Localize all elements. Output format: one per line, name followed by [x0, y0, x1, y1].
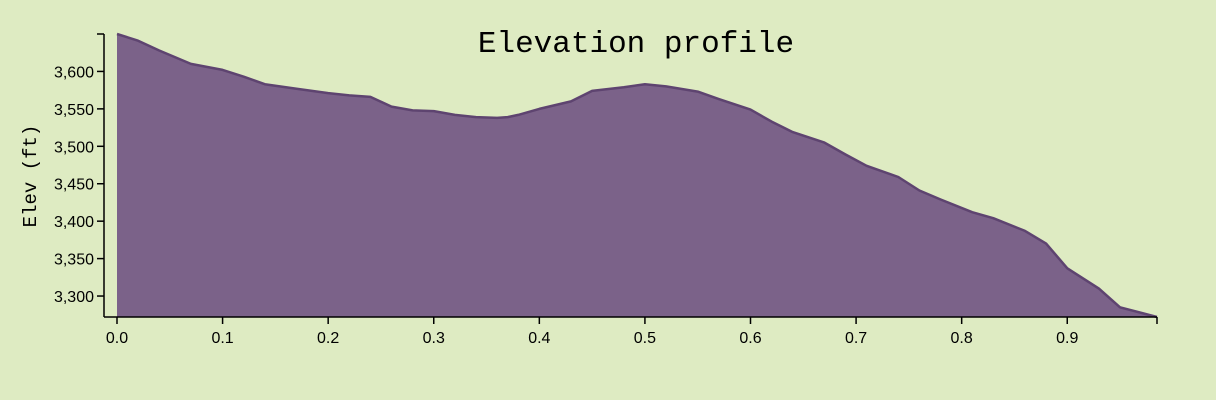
- y-tick-label: 3,300: [54, 289, 94, 306]
- x-tick-label: 0.4: [528, 330, 550, 347]
- y-tick-label: 3,350: [54, 252, 94, 269]
- elevation-line: [116, 32, 1158, 319]
- chart-title: Elevation profile: [478, 27, 794, 62]
- y-tick-label: 3,600: [54, 64, 94, 81]
- y-axis-label: Elev (ft): [20, 125, 42, 228]
- y-tick-label: 3,500: [54, 139, 94, 156]
- x-tick-label: 0.5: [634, 330, 656, 347]
- y-axis-ticks: 3,300 3,350 3,400 3,450 3,500 3,550 3,600: [54, 33, 104, 306]
- x-axis-ticks: 0.0 0.1 0.2 0.3 0.4 0.5 0.6 0.7 0.8 0.9: [106, 317, 1158, 347]
- x-tick-label: 0.9: [1056, 330, 1078, 347]
- x-tick-label: 0.7: [845, 330, 867, 347]
- y-tick-label: 3,550: [54, 102, 94, 119]
- plot-area: [116, 32, 1158, 319]
- x-tick-label: 0.1: [211, 330, 233, 347]
- y-tick-label: 3,450: [54, 177, 94, 194]
- x-tick-label: 0.0: [106, 330, 128, 347]
- axes: 0.0 0.1 0.2 0.3 0.4 0.5 0.6 0.7 0.8 0.9 3,300 3,35…: [54, 33, 1158, 347]
- y-tick-label: 3,400: [54, 214, 94, 231]
- x-tick-label: 0.8: [951, 330, 973, 347]
- x-tick-label: 0.2: [317, 330, 339, 347]
- x-tick-label: 0.6: [739, 330, 761, 347]
- x-tick-label: 0.3: [423, 330, 445, 347]
- elevation-area: [117, 34, 1157, 317]
